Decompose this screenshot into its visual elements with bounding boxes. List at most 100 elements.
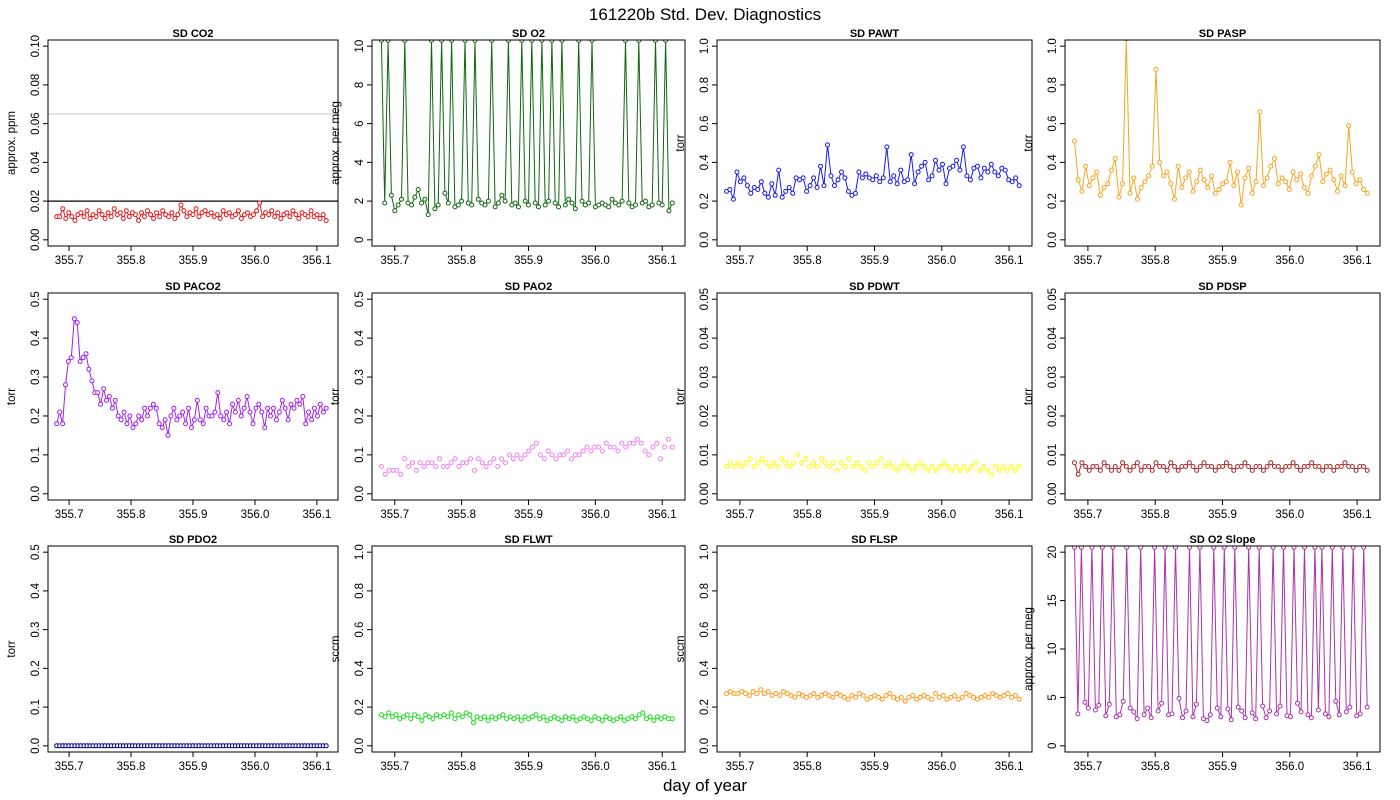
data-point [202,208,208,214]
data-point [953,464,959,469]
data-point [650,444,656,450]
data-point [1117,712,1123,718]
data-point [215,390,221,396]
data-point [1153,66,1159,72]
data-point [669,444,675,450]
data-point [666,208,672,214]
data-point [807,693,813,698]
data-point [1079,188,1085,194]
data-point [762,691,767,696]
data-point [1079,460,1085,466]
data-point [378,712,384,718]
data-point [1134,196,1140,202]
data-point [750,689,756,695]
data-point [262,425,268,431]
x-tick-label: 355.9 [514,509,543,521]
series [724,142,1022,202]
data-point [1335,188,1340,194]
data-point [445,200,451,206]
data-point [811,691,817,696]
data-point [1249,710,1255,716]
data-point [929,464,935,469]
data-point [997,694,1003,700]
panel-sd-pdwt: SD PDWT torr 0.00 0.01 0.02 0.03 0.04 0.05 355.7… [675,281,1033,521]
y-tick-label: 0.03 [1047,366,1059,388]
data-point [1099,546,1105,550]
data-point [549,452,555,458]
data-point [1101,460,1107,466]
data-point [996,467,1002,473]
data-point [66,210,72,216]
data-point [209,413,215,419]
data-point [468,456,474,462]
data-point [1146,464,1152,469]
data-point [954,157,959,163]
x-tick-label: 356.0 [1275,255,1304,267]
data-point [95,390,101,396]
data-point [1169,711,1175,717]
data-point [271,405,276,411]
data-point [393,712,399,718]
data-point [967,693,973,698]
data-point [1138,185,1144,190]
y-tick-label: 0.00 [1047,483,1059,505]
data-point [392,208,398,214]
plot-frame [1064,39,1381,247]
data-point [659,202,665,208]
data-point [1089,546,1095,550]
data-point [1220,181,1226,187]
data-point [940,161,945,167]
data-point [891,694,897,700]
data-point [1249,467,1255,473]
data-point [1120,460,1126,466]
data-point [526,202,531,208]
data-point [544,718,550,724]
data-point [860,693,866,698]
data-point [156,421,162,427]
data-point [967,177,973,183]
data-point [799,460,805,466]
data-point [1134,460,1140,466]
data-point [1211,546,1217,550]
data-point [933,691,938,696]
data-point [1131,175,1137,181]
data-point [1342,460,1348,466]
data-point [1326,714,1332,720]
x-tick-label: 355.9 [179,761,208,773]
x-tick-label: 356.1 [648,255,677,267]
data-point [157,214,163,220]
data-point [1277,703,1283,709]
data-point [278,216,284,221]
data-point [430,716,436,722]
data-point [614,716,620,722]
data-point [1340,546,1346,550]
data-point [382,714,388,720]
data-point [423,712,429,718]
data-point [404,712,410,718]
data-point [1016,183,1022,189]
data-point [253,405,259,411]
data-point [168,413,174,419]
data-point [1138,467,1144,473]
data-point [651,718,657,724]
data-point [662,444,667,450]
y-tick-label: 4 [354,159,366,166]
data-point [644,716,649,722]
data-point [1322,711,1328,717]
data-point [1275,181,1281,187]
data-point [485,718,491,724]
data-point [724,464,729,469]
x-tick-label: 356.1 [648,761,677,773]
y-tick-label: 0.6 [354,622,366,638]
data-point [172,216,178,221]
data-point [621,718,627,724]
series [724,687,1022,704]
y-tick-label: 0.04 [699,326,711,349]
data-point [838,693,843,698]
data-point [232,212,238,218]
data-point [618,714,624,720]
data-point [853,694,859,700]
data-point [117,210,123,216]
panel-sd-pdo2: SD PDO2 torr 0.0 0.1 0.2 0.3 0.4 0.5 355.7 355.8 3… [6,534,339,773]
data-point [1349,464,1355,469]
